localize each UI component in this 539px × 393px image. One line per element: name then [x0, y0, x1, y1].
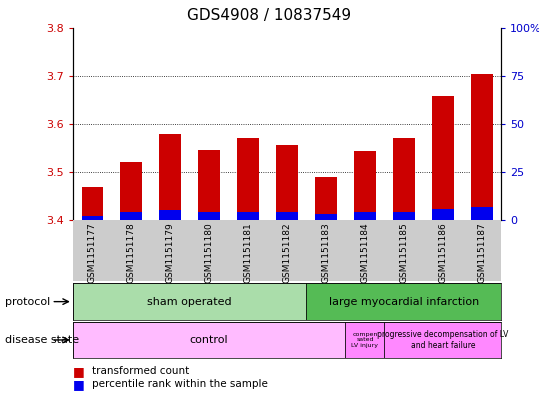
Text: progressive decompensation of LV
and heart failure: progressive decompensation of LV and hea… [377, 330, 508, 350]
Text: ■: ■ [73, 365, 85, 378]
Bar [354, 151, 376, 220]
Text: GSM1151186: GSM1151186 [438, 222, 447, 283]
Text: percentile rank within the sample: percentile rank within the sample [92, 379, 267, 389]
Bar [73, 322, 345, 358]
Bar [393, 138, 414, 220]
Text: ■: ■ [73, 378, 85, 391]
Text: GSM1151181: GSM1151181 [244, 222, 253, 283]
Text: GSM1151178: GSM1151178 [127, 222, 136, 283]
Text: GSM1151184: GSM1151184 [361, 222, 369, 283]
Text: GSM1151182: GSM1151182 [282, 222, 292, 283]
Text: sham operated: sham operated [147, 297, 232, 307]
Bar [73, 283, 307, 320]
Text: GSM1151180: GSM1151180 [205, 222, 213, 283]
Bar [277, 145, 298, 220]
Text: GSM1151177: GSM1151177 [88, 222, 96, 283]
Bar [81, 216, 103, 220]
Bar [315, 177, 337, 220]
Bar [277, 212, 298, 220]
Bar [121, 162, 142, 220]
Bar [160, 210, 181, 220]
Bar [471, 74, 493, 220]
Bar [354, 212, 376, 220]
Text: protocol: protocol [5, 297, 51, 307]
Text: GSM1151185: GSM1151185 [399, 222, 409, 283]
Text: GSM1151187: GSM1151187 [478, 222, 486, 283]
Bar [345, 322, 384, 358]
Text: large myocardial infarction: large myocardial infarction [329, 297, 479, 307]
Text: GSM1151183: GSM1151183 [321, 222, 330, 283]
Text: GSM1151179: GSM1151179 [165, 222, 175, 283]
Bar [121, 212, 142, 220]
Text: GDS4908 / 10837549: GDS4908 / 10837549 [188, 8, 351, 23]
Text: control: control [190, 335, 229, 345]
Bar [307, 283, 501, 320]
Bar [384, 322, 501, 358]
Bar [81, 187, 103, 220]
Bar [160, 134, 181, 220]
Bar [198, 150, 220, 220]
Text: compen
sated
LV injury: compen sated LV injury [351, 332, 378, 348]
Bar [471, 207, 493, 220]
Bar [237, 138, 259, 220]
Bar [237, 212, 259, 220]
Bar [432, 96, 453, 220]
Bar [393, 212, 414, 220]
Bar [315, 214, 337, 220]
Bar [198, 212, 220, 220]
Bar [432, 209, 453, 220]
Text: disease state: disease state [5, 335, 80, 345]
Text: transformed count: transformed count [92, 366, 189, 376]
